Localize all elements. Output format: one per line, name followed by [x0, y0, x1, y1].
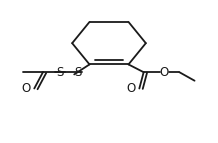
Text: O: O	[160, 66, 169, 79]
Text: O: O	[21, 82, 31, 95]
Text: S: S	[57, 66, 64, 79]
Text: S: S	[74, 66, 81, 79]
Text: O: O	[126, 82, 136, 95]
